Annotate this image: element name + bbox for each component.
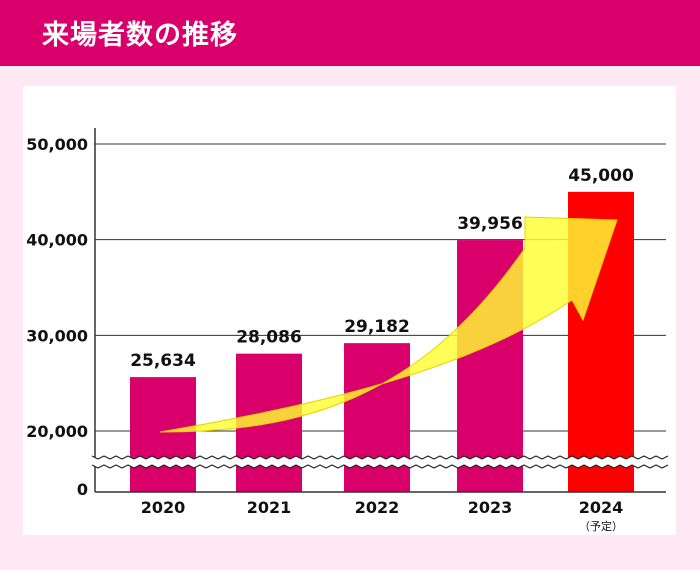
data-label: 45,000 <box>568 166 634 186</box>
y-tick-label: 50,000 <box>26 135 88 154</box>
y-tick-label: 30,000 <box>26 326 88 345</box>
bar <box>344 343 410 492</box>
x-tick-label: 2022 <box>355 498 400 517</box>
title-banner: 来場者数の推移 <box>0 0 700 66</box>
page-title: 来場者数の推移 <box>42 20 238 51</box>
data-label: 28,086 <box>236 328 302 348</box>
x-tick-label: 2024 <box>579 498 624 517</box>
x-tick-note: （予定） <box>579 519 623 533</box>
data-label: 25,634 <box>130 351 196 371</box>
axis-break-line <box>91 455 669 460</box>
data-label: 29,182 <box>344 317 410 337</box>
data-label: 39,956 <box>457 214 523 234</box>
y-tick-label: 20,000 <box>26 422 88 441</box>
bar <box>130 377 196 492</box>
y-tick-label: 0 <box>77 480 88 499</box>
axis-break-line <box>91 464 669 469</box>
trend-arrow <box>159 216 618 433</box>
x-tick-label: 2021 <box>247 498 292 517</box>
x-tick-label: 2020 <box>141 498 186 517</box>
y-tick-label: 40,000 <box>26 231 88 250</box>
x-tick-label: 2023 <box>468 498 513 517</box>
